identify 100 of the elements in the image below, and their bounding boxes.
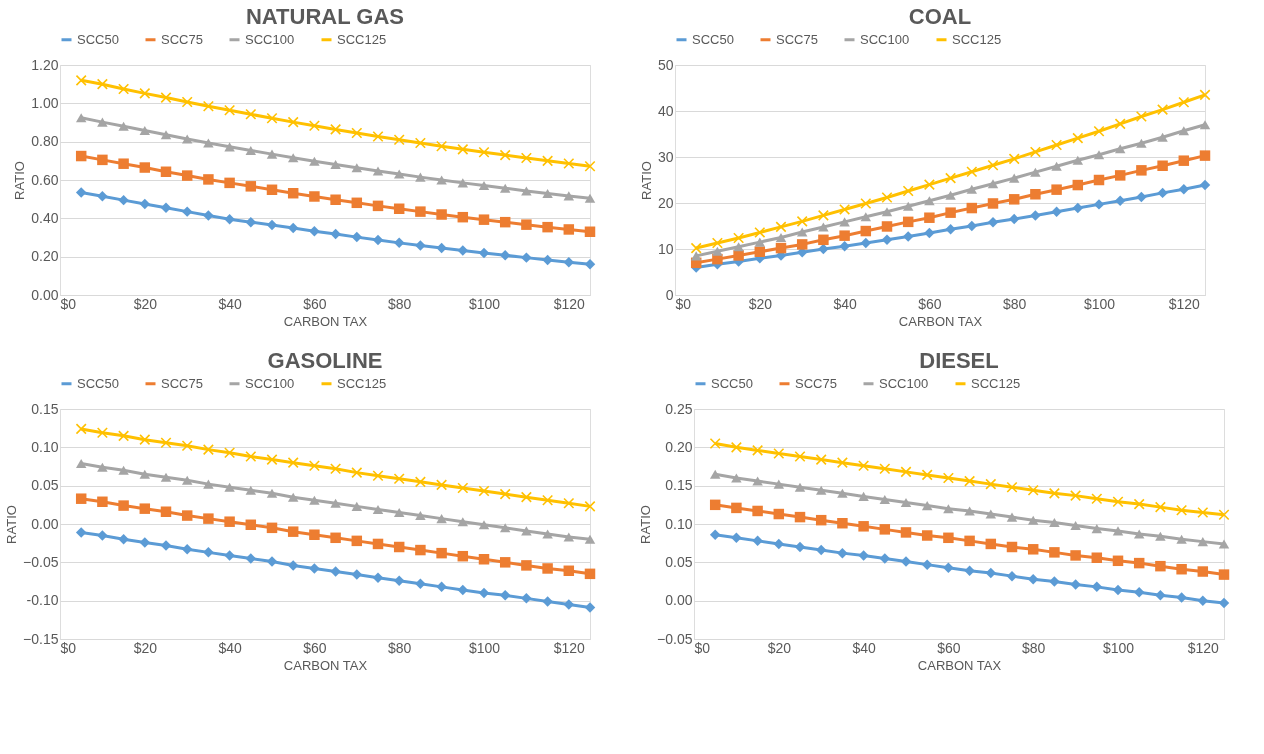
y-tick-label: 0.00 (665, 592, 693, 609)
point (1197, 506, 1209, 519)
point (1178, 155, 1190, 166)
point (457, 245, 469, 256)
point (478, 181, 490, 191)
point (1008, 213, 1020, 225)
point (499, 250, 511, 261)
point (1135, 110, 1147, 123)
point (881, 207, 893, 217)
point (436, 479, 448, 491)
point (75, 150, 87, 162)
point (415, 172, 426, 182)
point (436, 209, 447, 220)
point (372, 572, 384, 583)
point (202, 100, 214, 112)
point (245, 485, 257, 495)
y-tick-label: 0.60 (31, 171, 59, 188)
x-tick-label: $0 (694, 639, 711, 656)
x-tick-label: $20 (767, 639, 792, 656)
point (457, 584, 469, 596)
point (139, 162, 151, 173)
point (457, 482, 469, 494)
point (1133, 586, 1145, 598)
point (181, 134, 193, 144)
point (945, 207, 956, 218)
point (118, 430, 130, 442)
point (330, 123, 342, 135)
point (224, 104, 236, 116)
point (1030, 210, 1041, 221)
point (881, 234, 893, 246)
point (330, 228, 341, 240)
point (1114, 195, 1126, 206)
legend-label: SCC100 (245, 31, 295, 47)
point (1006, 481, 1018, 493)
point (372, 166, 384, 176)
point (985, 567, 997, 579)
point (139, 503, 151, 514)
x-axis-title: CARBON TAX (898, 313, 983, 329)
point (1218, 569, 1230, 580)
point (351, 467, 363, 479)
point (75, 74, 87, 86)
point (75, 187, 87, 198)
point (881, 221, 893, 232)
point (1157, 187, 1168, 199)
point (1112, 526, 1124, 536)
point (1154, 501, 1166, 513)
point (1178, 126, 1190, 136)
point (837, 517, 848, 529)
legend-label: SCC75 (795, 375, 837, 391)
y-tick-label: 0.25 (665, 400, 693, 417)
point (731, 473, 742, 483)
point (1155, 560, 1166, 572)
point (499, 523, 511, 533)
point (160, 166, 172, 177)
x-tick-label: $80 (1022, 639, 1046, 656)
point (1072, 202, 1084, 214)
point (97, 191, 108, 202)
point (499, 488, 511, 500)
point (393, 575, 405, 586)
point (415, 240, 426, 251)
point (754, 246, 766, 257)
point (266, 149, 278, 159)
point (1091, 581, 1103, 593)
point (1027, 515, 1039, 525)
point (1070, 520, 1081, 531)
y-axis-title: RATIO (638, 505, 654, 544)
point (712, 246, 723, 256)
point (1051, 184, 1062, 195)
point (436, 581, 447, 593)
point (97, 117, 108, 127)
point (139, 434, 151, 446)
point (96, 78, 108, 90)
point (287, 492, 299, 502)
y-tick-label: 40 (657, 102, 674, 119)
point (203, 210, 214, 221)
point (542, 494, 554, 506)
point (1030, 189, 1041, 200)
x-tick-label: $0 (60, 295, 77, 312)
y-tick-label: 0.05 (665, 553, 693, 570)
legend-label: SCC125 (337, 31, 387, 47)
point (287, 457, 299, 469)
point (966, 202, 978, 214)
point (902, 216, 914, 228)
point (924, 227, 935, 239)
point (351, 127, 363, 139)
point (794, 482, 806, 492)
point (330, 463, 342, 475)
point (1049, 517, 1060, 528)
point (499, 216, 511, 228)
point (309, 495, 320, 505)
point (563, 224, 575, 235)
point (1136, 138, 1147, 148)
point (752, 535, 763, 547)
point (521, 252, 532, 263)
point (921, 559, 933, 570)
point (796, 239, 808, 250)
point (881, 191, 893, 204)
point (330, 159, 341, 170)
point (985, 509, 997, 519)
point (415, 206, 426, 217)
